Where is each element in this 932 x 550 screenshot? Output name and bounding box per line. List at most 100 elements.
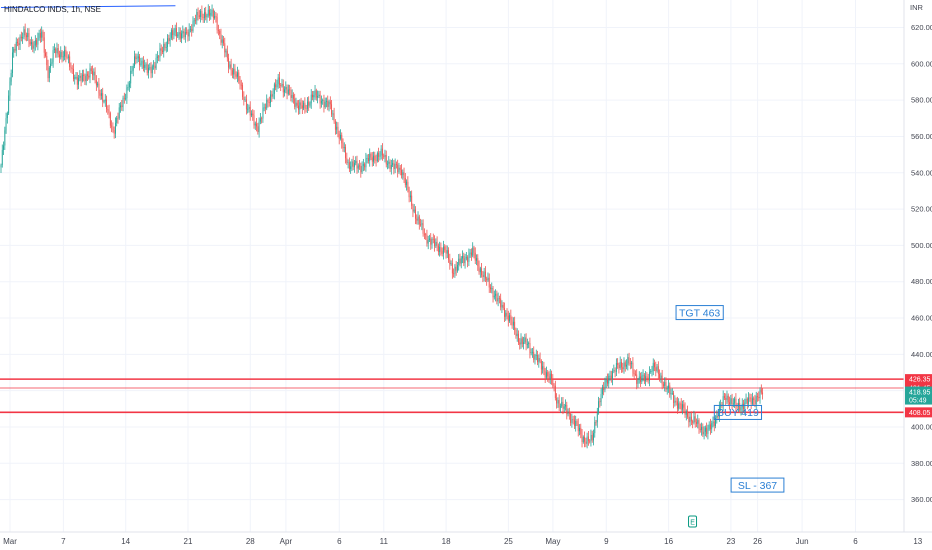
candle-body[interactable] bbox=[558, 400, 560, 408]
candle-body[interactable] bbox=[585, 441, 587, 444]
candle-body[interactable] bbox=[122, 97, 124, 108]
candle-body[interactable] bbox=[348, 162, 350, 170]
candle-body[interactable] bbox=[324, 101, 326, 108]
candle-body[interactable] bbox=[753, 398, 755, 401]
candle-body[interactable] bbox=[379, 155, 381, 157]
candle-body[interactable] bbox=[113, 130, 115, 134]
candle-body[interactable] bbox=[206, 15, 208, 18]
candle-body[interactable] bbox=[256, 123, 258, 127]
candle-body[interactable] bbox=[146, 64, 148, 73]
candle-body[interactable] bbox=[343, 147, 345, 149]
candle-body[interactable] bbox=[624, 362, 626, 367]
candle-body[interactable] bbox=[484, 271, 486, 279]
candle-body[interactable] bbox=[641, 375, 643, 382]
candle-body[interactable] bbox=[743, 403, 744, 409]
candle-body[interactable] bbox=[217, 30, 219, 31]
candle-body[interactable] bbox=[587, 436, 589, 441]
candle-body[interactable] bbox=[415, 209, 416, 219]
candle-body[interactable] bbox=[584, 436, 586, 442]
candle-body[interactable] bbox=[248, 106, 250, 109]
candle-body[interactable] bbox=[136, 58, 138, 60]
candle-body[interactable] bbox=[573, 419, 575, 426]
candle-body[interactable] bbox=[369, 153, 371, 162]
candle-body[interactable] bbox=[41, 31, 43, 38]
candle-body[interactable] bbox=[463, 256, 465, 264]
candle-body[interactable] bbox=[323, 100, 325, 108]
candle-body[interactable] bbox=[622, 367, 624, 370]
candle-body[interactable] bbox=[565, 404, 566, 407]
candle-body[interactable] bbox=[270, 94, 271, 103]
candle-body[interactable] bbox=[575, 421, 577, 426]
candle-body[interactable] bbox=[562, 401, 564, 409]
candle-body[interactable] bbox=[28, 33, 30, 42]
candle-body[interactable] bbox=[570, 414, 572, 423]
candle-body[interactable] bbox=[205, 12, 207, 18]
candle-body[interactable] bbox=[426, 235, 428, 244]
candle-body[interactable] bbox=[295, 102, 297, 107]
candle-body[interactable] bbox=[706, 427, 708, 434]
candle-body[interactable] bbox=[261, 118, 263, 120]
candle-body[interactable] bbox=[534, 355, 536, 360]
annotations[interactable]: TGT 463 BUY 419 SL - 367 E bbox=[675, 305, 785, 528]
candle-body[interactable] bbox=[568, 412, 570, 415]
candle-body[interactable] bbox=[486, 278, 488, 281]
candle-body[interactable] bbox=[237, 72, 238, 77]
candle-body[interactable] bbox=[366, 158, 368, 159]
candle-body[interactable] bbox=[545, 372, 547, 378]
candle-body[interactable] bbox=[556, 397, 558, 404]
candle-body[interactable] bbox=[710, 424, 711, 430]
candle-body[interactable] bbox=[100, 93, 102, 96]
candle-body[interactable] bbox=[240, 84, 242, 86]
candle-body[interactable] bbox=[312, 94, 313, 98]
candle-body[interactable] bbox=[540, 361, 542, 370]
candle-body[interactable] bbox=[430, 238, 432, 245]
candle-body[interactable] bbox=[23, 29, 25, 38]
candle-body[interactable] bbox=[459, 258, 461, 264]
candle-body[interactable] bbox=[254, 123, 256, 126]
candle-body[interactable] bbox=[174, 28, 176, 33]
candle-body[interactable] bbox=[610, 375, 612, 380]
candle-body[interactable] bbox=[111, 125, 113, 127]
candle-body[interactable] bbox=[537, 355, 538, 363]
candle-body[interactable] bbox=[548, 376, 550, 380]
candle-body[interactable] bbox=[431, 238, 433, 245]
candle-body[interactable] bbox=[507, 315, 509, 322]
candle-body[interactable] bbox=[258, 121, 260, 133]
candle-body[interactable] bbox=[402, 172, 404, 176]
candle-body[interactable] bbox=[55, 48, 57, 54]
candle-body[interactable] bbox=[151, 66, 153, 74]
candle-body[interactable] bbox=[223, 39, 224, 44]
candle-body[interactable] bbox=[278, 77, 280, 86]
candle-body[interactable] bbox=[707, 429, 709, 434]
candle-body[interactable] bbox=[580, 427, 582, 435]
candle-body[interactable] bbox=[436, 241, 438, 246]
candle-body[interactable] bbox=[362, 164, 364, 166]
candle-body[interactable] bbox=[153, 65, 155, 67]
candle-body[interactable] bbox=[629, 363, 631, 365]
candle-body[interactable] bbox=[106, 99, 107, 110]
candle-body[interactable] bbox=[29, 41, 31, 45]
candle-body[interactable] bbox=[268, 102, 270, 103]
candle-body[interactable] bbox=[287, 89, 289, 94]
candle-body[interactable] bbox=[697, 420, 699, 424]
candle-body[interactable] bbox=[374, 155, 376, 161]
candle-body[interactable] bbox=[429, 238, 430, 240]
candle-body[interactable] bbox=[636, 374, 638, 384]
candle-body[interactable] bbox=[108, 110, 110, 114]
candle-body[interactable] bbox=[505, 312, 507, 317]
candle-body[interactable] bbox=[188, 28, 190, 37]
candle-body[interactable] bbox=[226, 50, 228, 59]
candle-body[interactable] bbox=[435, 241, 437, 247]
candle-body[interactable] bbox=[637, 379, 639, 384]
candle-body[interactable] bbox=[655, 367, 657, 371]
candle-body[interactable] bbox=[127, 87, 129, 88]
candle-body[interactable] bbox=[455, 266, 457, 271]
candle-body[interactable] bbox=[683, 404, 685, 408]
candle-body[interactable] bbox=[467, 257, 469, 262]
candle-body[interactable] bbox=[347, 162, 349, 164]
candle-body[interactable] bbox=[6, 113, 8, 119]
candle-body[interactable] bbox=[383, 155, 385, 157]
candle-body[interactable] bbox=[456, 264, 458, 271]
candle-body[interactable] bbox=[148, 67, 149, 73]
candle-body[interactable] bbox=[125, 98, 127, 100]
